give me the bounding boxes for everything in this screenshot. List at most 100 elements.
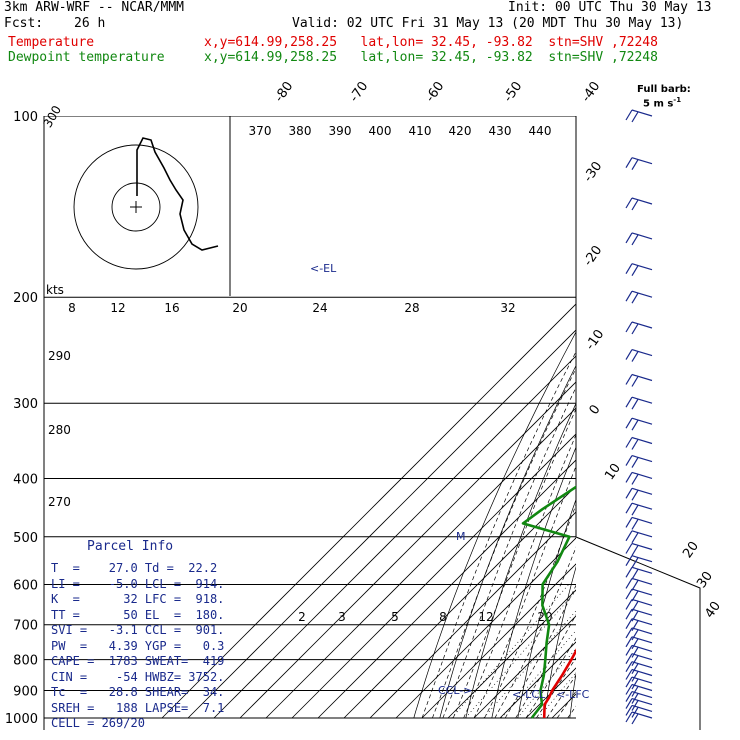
full-barb-unit-exponent: -1	[673, 96, 682, 104]
isotherm-line	[265, 407, 576, 719]
wind-barb-flag	[631, 568, 639, 580]
wind-barb-flag	[631, 351, 639, 362]
wind-barb-flag	[631, 671, 639, 682]
wind-barb	[625, 691, 653, 704]
wind-barb-flag	[631, 376, 639, 387]
wind-barb	[625, 698, 653, 711]
wind-barb-flag	[625, 517, 633, 528]
moist-adiabat	[494, 546, 576, 719]
isotherm-line	[213, 355, 576, 719]
mixing-ratio-line	[501, 629, 576, 719]
wind-barb-flag	[631, 686, 639, 697]
wind-barb-flag	[631, 111, 639, 123]
moist-adiabat	[515, 614, 576, 719]
wind-barb-flag	[631, 398, 639, 410]
level-annotation: CCL->	[438, 684, 472, 697]
mixing-ratio-line	[483, 610, 576, 719]
isotherm-line	[291, 433, 576, 719]
temperature-location: x,y=614.99,258.25 lat,lon= 32.45, -93.82…	[204, 35, 658, 50]
theta-label: 390	[329, 124, 352, 138]
wind-barb-flag	[625, 636, 633, 648]
wind-barb-flag	[625, 321, 633, 333]
wind-barb-shaft	[631, 698, 653, 706]
dry-adiabat	[674, 116, 740, 718]
wind-barb-flag	[631, 601, 639, 612]
level-annotation: <-EL	[310, 262, 337, 275]
parcel-info-row: K = 32 LFC = 918.	[51, 592, 225, 606]
wind-barb-flag	[631, 655, 639, 667]
wind-barb-shaft	[631, 263, 653, 271]
wind-barb-flag	[631, 629, 639, 641]
parcel-info-row: Tc = 28.8 SHEAR= 34.	[51, 685, 225, 699]
temperature-trace	[542, 648, 576, 719]
parcel-info-row: TT = 50 EL = 180.	[51, 607, 225, 622]
isotherm-line	[604, 116, 740, 718]
isotherm-line	[395, 537, 576, 719]
wind-barb-shaft	[631, 668, 653, 677]
mixing-ratio-line	[465, 590, 576, 719]
wind-barb	[625, 588, 653, 602]
forecast-label: Fcst:	[4, 16, 44, 31]
level-annotation: <-LFC	[556, 688, 590, 701]
wind-barb-shaft	[631, 373, 653, 382]
moist-adiabat	[525, 637, 576, 719]
wind-barb	[625, 487, 653, 501]
isotherm-label: -60	[423, 79, 447, 105]
parcel-info-row: SVI = -3.1 CCL = 901.	[51, 623, 225, 637]
wind-barb-shaft	[631, 290, 653, 298]
init-time: Init: 00 UTC Thu 30 May 13	[508, 0, 712, 15]
wind-barb-shaft	[631, 197, 653, 205]
isotherm-line	[187, 329, 576, 719]
wind-barb-flag	[631, 199, 639, 211]
wind-barb-flag	[631, 693, 639, 704]
wind-barb-flag	[625, 684, 633, 695]
thetae-label: 12	[110, 301, 125, 315]
wind-barb	[625, 555, 653, 569]
mixing-ratio-label: 5	[391, 610, 399, 624]
moist-adiabat	[432, 367, 576, 719]
theta-left-label: 290	[48, 349, 71, 363]
wind-barb-shaft	[631, 471, 653, 479]
wind-barb	[625, 157, 653, 171]
wind-barb-flag	[631, 159, 639, 171]
thetae-label: 28	[404, 301, 419, 315]
wind-barb-flag	[625, 502, 633, 514]
wind-barb-flag	[631, 439, 639, 450]
wind-barb-shaft	[631, 627, 653, 635]
wind-barb-flag	[625, 705, 633, 716]
isotherm-line	[578, 116, 740, 718]
dry-adiabat	[648, 116, 740, 718]
hodograph	[73, 116, 231, 296]
theta-left-label: 280	[48, 423, 71, 437]
wind-barb	[625, 516, 653, 530]
wind-barb-shaft	[631, 109, 653, 117]
wind-barb	[625, 542, 653, 556]
dry-adiabat	[569, 671, 576, 719]
wind-barb-flag	[631, 678, 639, 690]
wind-barb-shaft	[631, 157, 653, 165]
wind-barb-shaft	[631, 588, 653, 596]
parcel-info-row: LI = -5.0 LCL = 914.	[51, 576, 225, 591]
mixing-ratio-label: 12	[478, 610, 493, 624]
wind-barb-flag	[631, 620, 639, 632]
pressure-tick-label: 100	[13, 110, 38, 125]
theta-label: 400	[369, 124, 392, 138]
wind-barb	[625, 232, 653, 246]
parcel-info-row: CAPE = 1783 SWEAT= 419	[51, 654, 225, 668]
moist-adiabat	[567, 705, 576, 719]
wind-barb	[625, 683, 653, 697]
wind-barb-flag	[625, 608, 633, 620]
model-title: 3km ARW-WRF -- NCAR/MMM	[4, 0, 185, 15]
wind-barb	[625, 502, 653, 516]
wind-barb-flag	[631, 292, 639, 304]
wind-barb-flag	[625, 691, 633, 702]
isotherm-label: 10	[602, 461, 624, 483]
full-barb-speed: 5 m s	[643, 98, 674, 110]
wind-barb-shaft	[631, 653, 653, 661]
dewpoint-trace	[521, 485, 576, 719]
wind-barb-flag	[625, 437, 633, 448]
thetae-label: 24	[312, 301, 327, 315]
wind-barb-flag	[625, 599, 633, 610]
dry-adiabat	[700, 116, 740, 718]
wind-barb-shaft	[631, 542, 653, 551]
